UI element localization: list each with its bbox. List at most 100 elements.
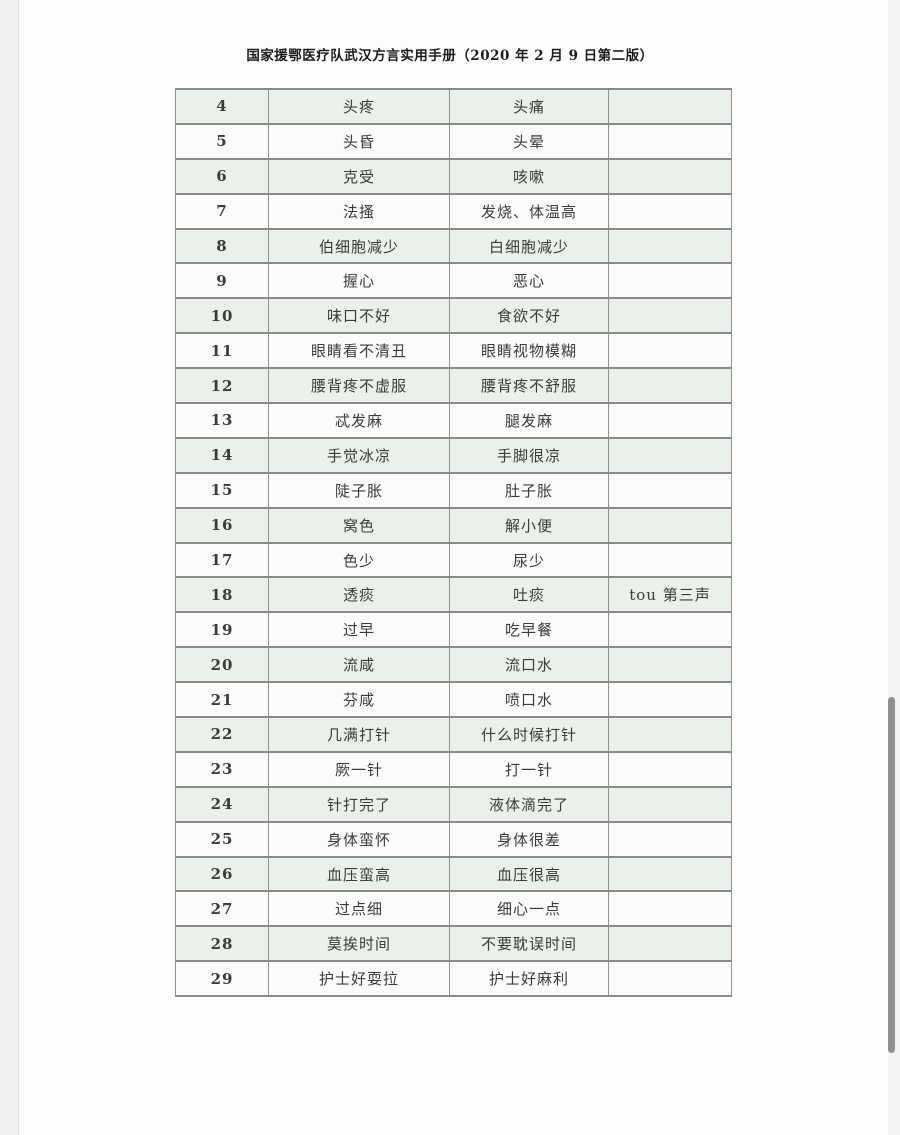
scrollbar-thumb-icon[interactable]	[888, 697, 895, 1053]
row-number-cell: 22	[175, 716, 269, 753]
dialect-word-cell: 流咸	[268, 646, 450, 684]
note-cell	[608, 890, 732, 928]
note-cell	[608, 506, 732, 544]
meaning-cell: 咳嗽	[449, 157, 609, 195]
row-number-cell: 21	[175, 681, 269, 719]
dialect-word-cell: 厥一针	[268, 750, 450, 788]
dialect-word-cell: 伯细胞减少	[268, 227, 450, 265]
table-row: 25 身体蛮怀 身体很差	[175, 820, 732, 858]
meaning-cell: 手脚很凉	[449, 436, 609, 474]
note-cell	[608, 785, 732, 823]
note-cell	[608, 471, 732, 509]
table-row: 8 伯细胞减少 白细胞减少	[175, 227, 732, 265]
row-number-cell: 16	[175, 506, 269, 544]
note-cell	[608, 436, 732, 474]
meaning-cell: 血压很高	[449, 855, 609, 893]
row-number-cell: 12	[175, 367, 269, 405]
meaning-cell: 头痛	[449, 88, 609, 125]
table-row: 16 窝色 解小便	[175, 506, 732, 544]
table-row: 22 几满打针 什么时候打针	[175, 716, 732, 753]
note-cell	[608, 820, 732, 858]
table-row: 10 味口不好 食欲不好	[175, 297, 732, 335]
note-cell	[608, 925, 732, 963]
meaning-cell: 吐痰	[449, 576, 609, 614]
dialect-word-cell: 色少	[268, 541, 450, 579]
table-row: 24 针打完了 液体滴完了	[175, 785, 732, 823]
dialect-word-cell: 法搔	[268, 192, 450, 230]
dialect-word-cell: 头疼	[268, 88, 450, 125]
dialect-word-cell: 眼睛看不清丑	[268, 332, 450, 370]
row-number-cell: 23	[175, 750, 269, 788]
table-row: 18 透痰 吐痰 tou 第三声	[175, 576, 732, 614]
meaning-cell: 解小便	[449, 506, 609, 544]
row-number-cell: 26	[175, 855, 269, 893]
row-number-cell: 28	[175, 925, 269, 963]
meaning-cell: 液体滴完了	[449, 785, 609, 823]
table-row: 23 厥一针 打一针	[175, 750, 732, 788]
note-cell	[608, 681, 732, 719]
dialect-word-cell: 血压蛮高	[268, 855, 450, 893]
meaning-cell: 细心一点	[449, 890, 609, 928]
note-cell	[608, 611, 732, 649]
dialect-word-cell: 腰背疼不虚服	[268, 367, 450, 405]
row-number-cell: 15	[175, 471, 269, 509]
table-row: 12 腰背疼不虚服 腰背疼不舒服	[175, 367, 732, 405]
note-cell: tou 第三声	[608, 576, 732, 614]
table-row: 15 陡子胀 肚子胀	[175, 471, 732, 509]
row-number-cell: 10	[175, 297, 269, 335]
dialect-word-cell: 几满打针	[268, 716, 450, 753]
dialect-word-cell: 头昏	[268, 122, 450, 160]
row-number-cell: 9	[175, 262, 269, 300]
meaning-cell: 发烧、体温高	[449, 192, 609, 230]
note-cell	[608, 297, 732, 335]
table-row: 5 头昏 头晕	[175, 122, 732, 160]
row-number-cell: 18	[175, 576, 269, 614]
meaning-cell: 食欲不好	[449, 297, 609, 335]
note-cell	[608, 541, 732, 579]
note-cell	[608, 367, 732, 405]
table-row: 14 手觉冰凉 手脚很凉	[175, 436, 732, 474]
row-number-cell: 29	[175, 960, 269, 998]
document-title: 国家援鄂医疗队武汉方言实用手册（2020 年 2 月 9 日第二版）	[246, 48, 654, 64]
meaning-cell: 眼睛视物模糊	[449, 332, 609, 370]
meaning-cell: 腿发麻	[449, 402, 609, 439]
note-cell	[608, 960, 732, 998]
row-number-cell: 5	[175, 122, 269, 160]
table-row: 20 流咸 流口水	[175, 646, 732, 684]
table-row: 27 过点细 细心一点	[175, 890, 732, 928]
meaning-cell: 不要耽误时间	[449, 925, 609, 963]
note-cell	[608, 227, 732, 265]
dialect-word-cell: 透痰	[268, 576, 450, 614]
row-number-cell: 24	[175, 785, 269, 823]
viewer-gutter	[0, 0, 19, 1135]
meaning-cell: 尿少	[449, 541, 609, 579]
row-number-cell: 13	[175, 402, 269, 439]
note-cell	[608, 750, 732, 788]
table-row: 17 色少 尿少	[175, 541, 732, 579]
note-cell	[608, 88, 732, 125]
row-number-cell: 14	[175, 436, 269, 474]
row-number-cell: 20	[175, 646, 269, 684]
dialect-word-cell: 味口不好	[268, 297, 450, 335]
table-row: 29 护士好耍拉 护士好麻利	[175, 960, 732, 998]
dialect-word-cell: 克受	[268, 157, 450, 195]
dialect-word-cell: 针打完了	[268, 785, 450, 823]
dialect-word-cell: 芬咸	[268, 681, 450, 719]
dialect-table: 4 头疼 头痛 5 头昏 头晕 6 克受 咳嗽 7 法搔 发烧、体温高 8 伯细胞减少 白细胞减少 9 握心 恶心…	[175, 88, 732, 998]
row-number-cell: 19	[175, 611, 269, 649]
note-cell	[608, 157, 732, 195]
table-row: 6 克受 咳嗽	[175, 157, 732, 195]
dialect-word-cell: 陡子胀	[268, 471, 450, 509]
note-cell	[608, 122, 732, 160]
meaning-cell: 头晕	[449, 122, 609, 160]
table-row: 4 头疼 头痛	[175, 88, 732, 125]
meaning-cell: 腰背疼不舒服	[449, 367, 609, 405]
meaning-cell: 身体很差	[449, 820, 609, 858]
meaning-cell: 喷口水	[449, 681, 609, 719]
row-number-cell: 6	[175, 157, 269, 195]
table-row: 19 过早 吃早餐	[175, 611, 732, 649]
meaning-cell: 什么时候打针	[449, 716, 609, 753]
table-row: 28 莫挨时间 不要耽误时间	[175, 925, 732, 963]
meaning-cell: 吃早餐	[449, 611, 609, 649]
meaning-cell: 恶心	[449, 262, 609, 300]
